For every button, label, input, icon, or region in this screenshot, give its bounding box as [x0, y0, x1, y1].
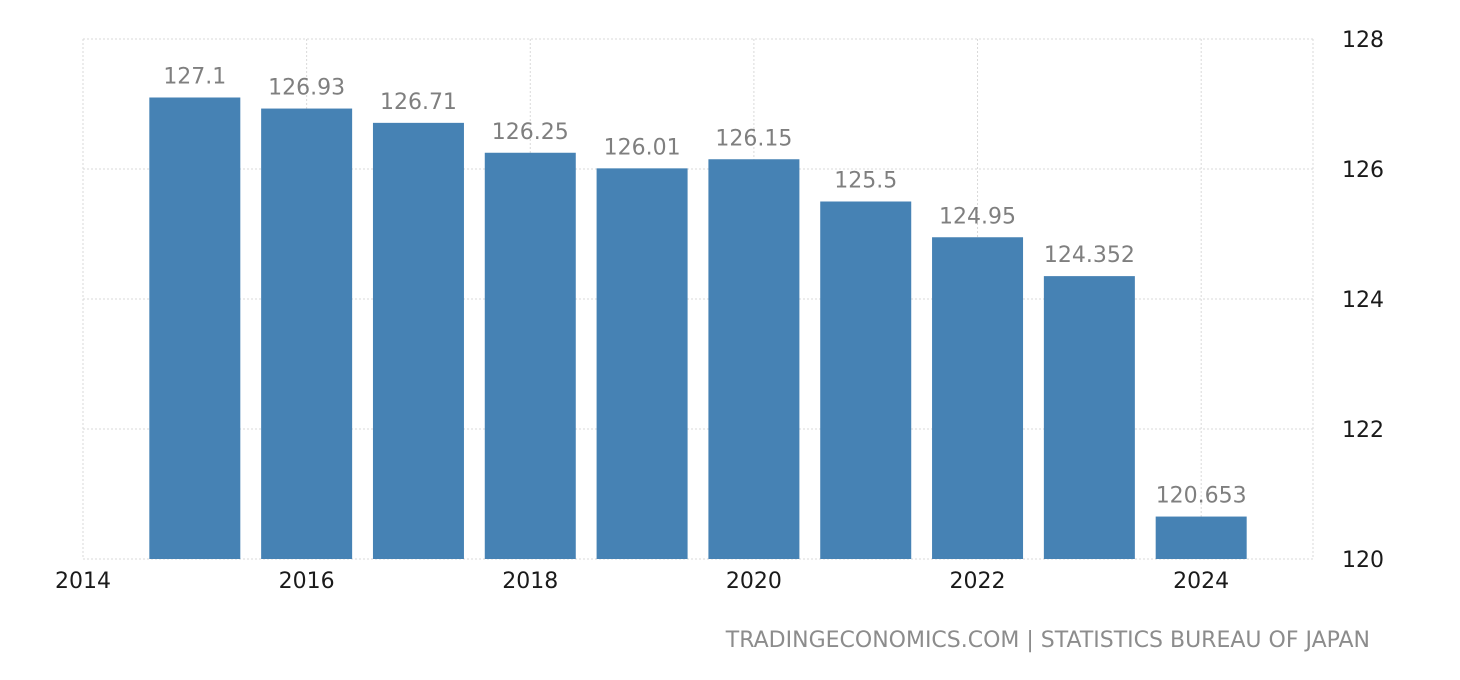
data-label: 126.93 [268, 76, 345, 101]
bar [596, 168, 688, 559]
data-label: 126.01 [604, 135, 681, 160]
bar [1155, 516, 1247, 559]
data-label: 124.95 [939, 204, 1016, 229]
y-axis: 120 122 124 126 128 [1342, 28, 1384, 573]
bar [149, 97, 241, 559]
x-tick-label: 2020 [726, 569, 782, 594]
data-label: 124.352 [1044, 243, 1135, 268]
data-label: 126.71 [380, 90, 457, 115]
y-tick-label: 122 [1342, 418, 1384, 443]
y-tick-label: 126 [1342, 158, 1384, 183]
data-label: 126.15 [715, 126, 792, 151]
data-labels: 127.1 126.93 126.71 126.25 126.01 126.15 125.5… [163, 65, 1246, 509]
bar [1043, 276, 1135, 559]
y-tick-label: 124 [1342, 288, 1384, 313]
x-tick-label: 2018 [502, 569, 558, 594]
x-tick-label: 2014 [55, 569, 111, 594]
data-label: 127.1 [163, 65, 226, 90]
x-tick-label: 2016 [279, 569, 335, 594]
bar [932, 237, 1024, 559]
source-attribution: TRADINGECONOMICS.COM | STATISTICS BUREAU… [725, 628, 1370, 653]
data-label: 126.25 [492, 120, 569, 145]
y-tick-label: 120 [1342, 548, 1384, 573]
bars [149, 97, 1247, 560]
x-tick-label: 2024 [1173, 569, 1229, 594]
data-label: 125.5 [834, 169, 897, 194]
bar [708, 159, 800, 559]
bar [261, 108, 353, 560]
bar [484, 152, 576, 559]
x-axis: 2014 2016 2018 2020 2022 2024 [55, 569, 1229, 594]
data-label: 120.653 [1156, 484, 1247, 509]
y-tick-label: 128 [1342, 28, 1384, 53]
bar [820, 201, 912, 559]
x-tick-label: 2022 [950, 569, 1006, 594]
bar [372, 122, 464, 559]
